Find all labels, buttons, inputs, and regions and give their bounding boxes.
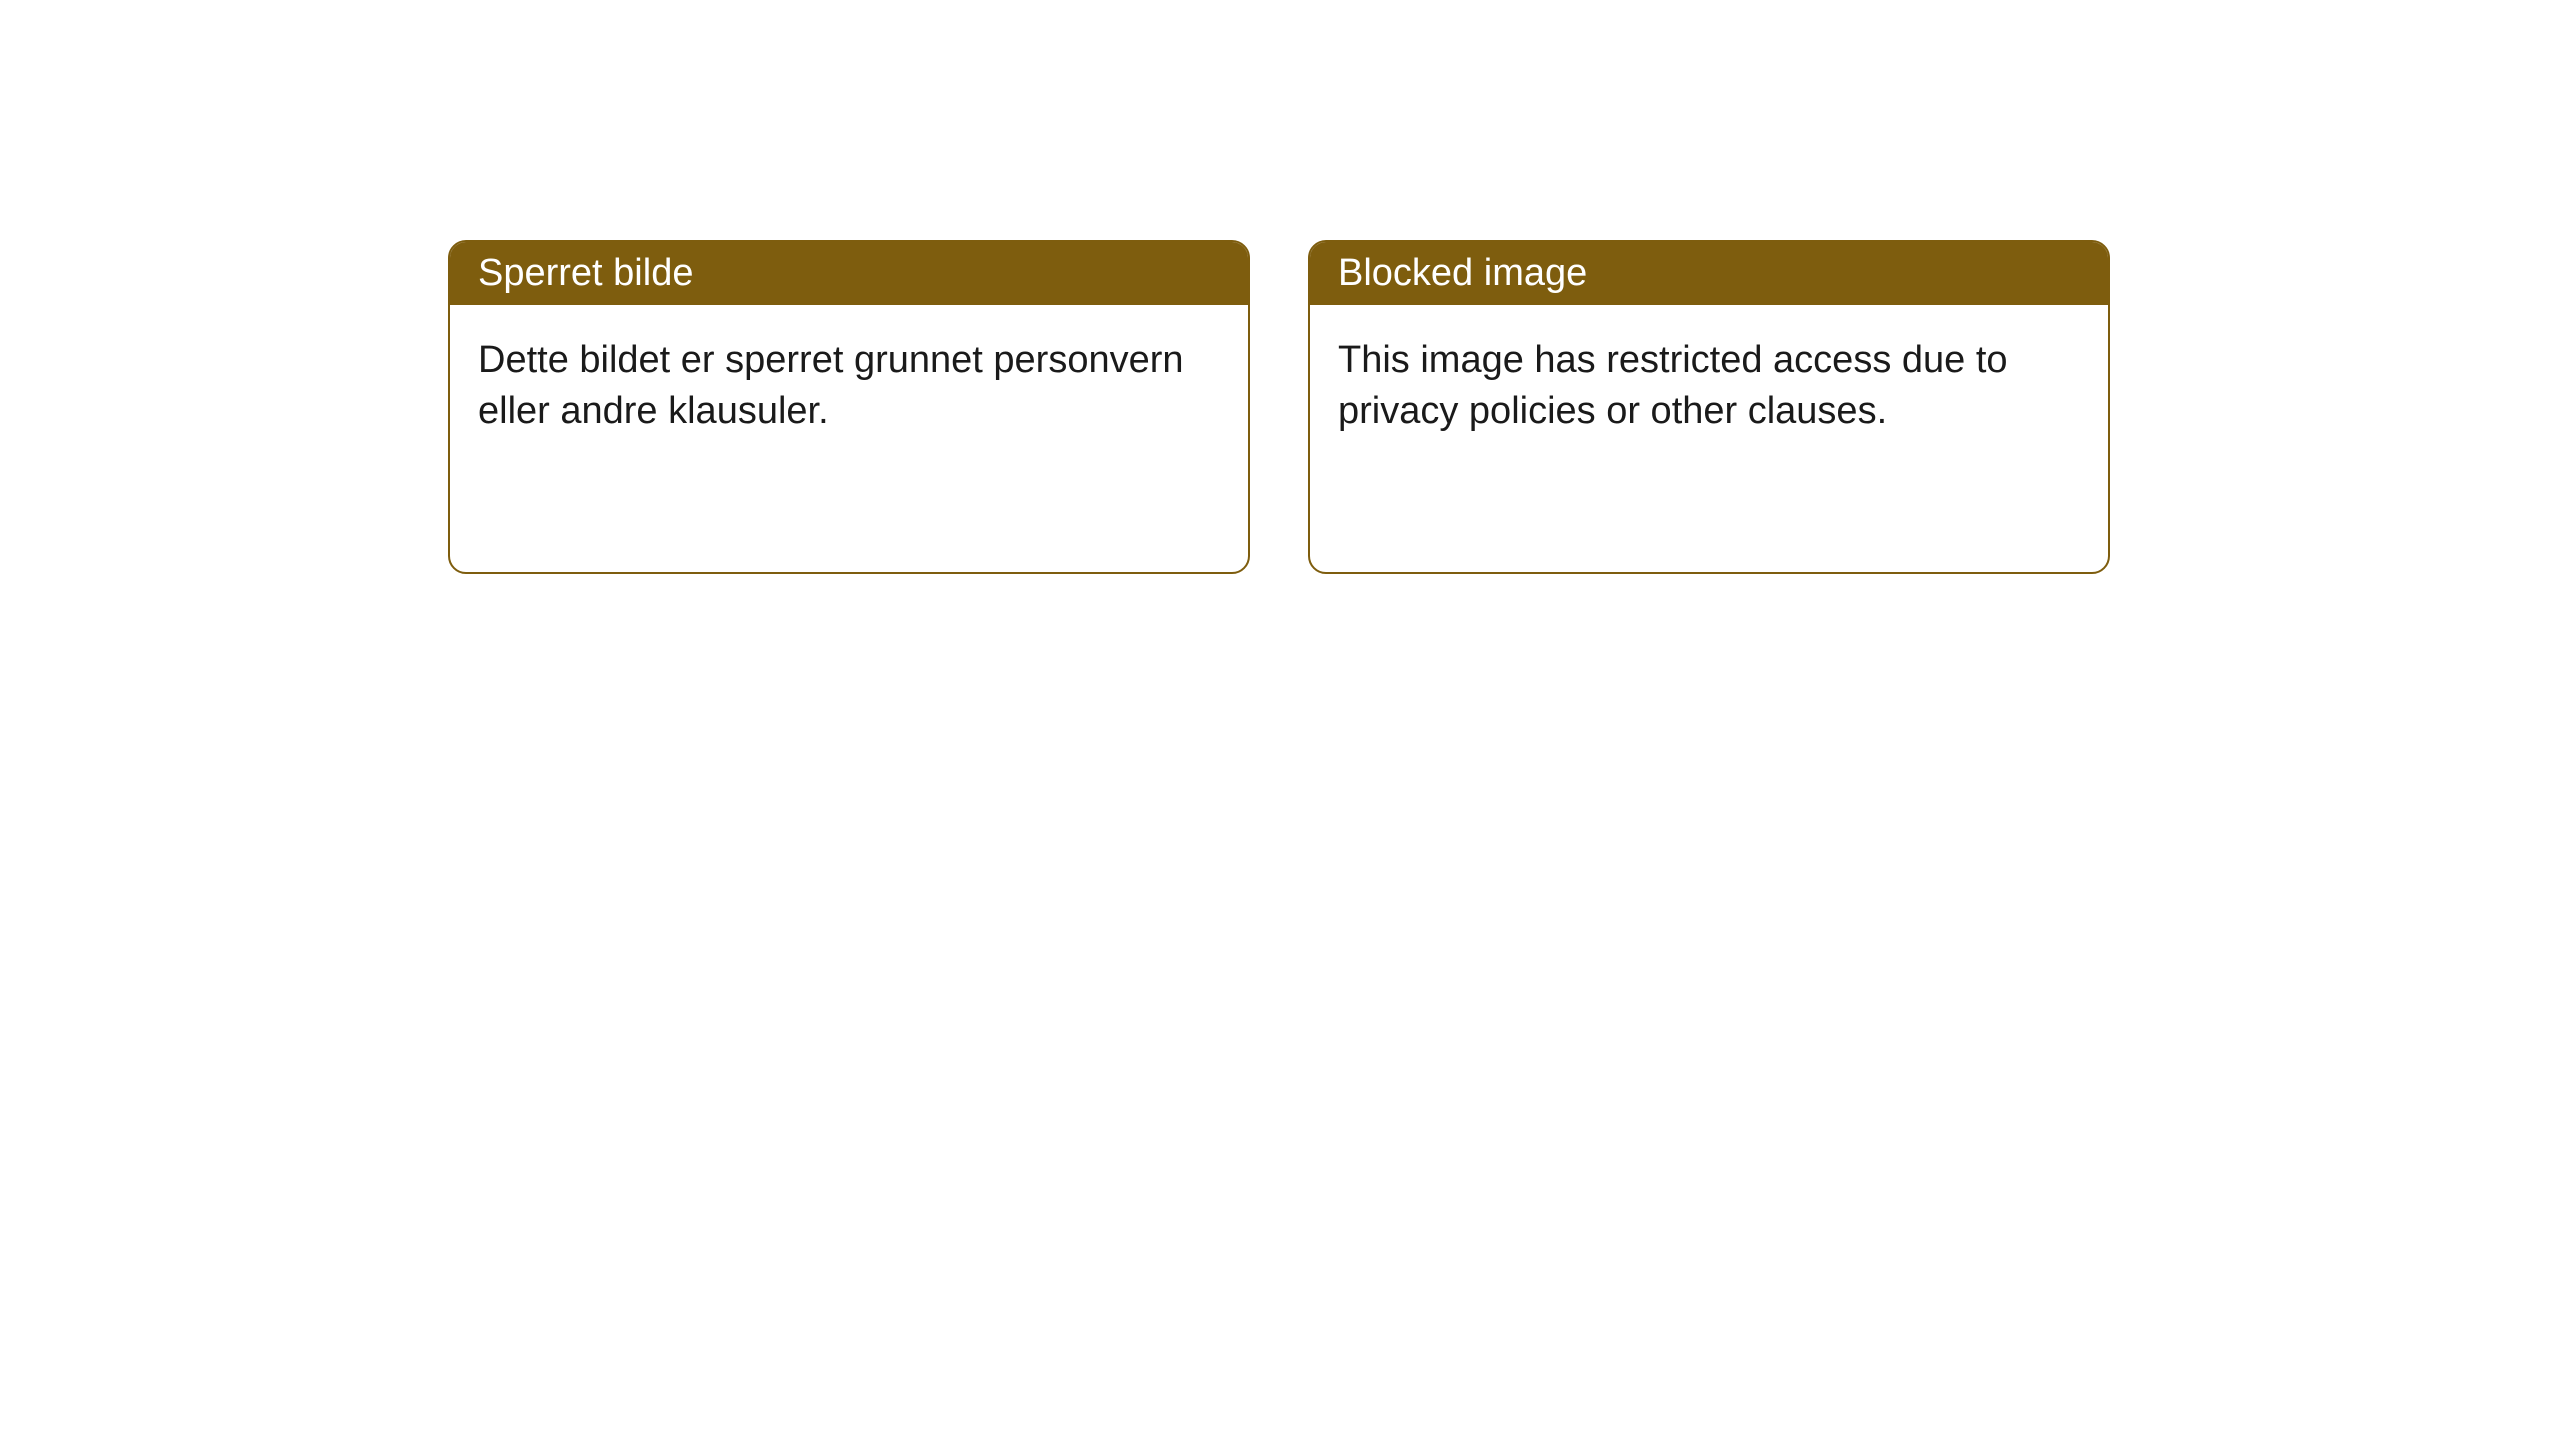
notice-card-english: Blocked image This image has restricted … <box>1308 240 2110 574</box>
notice-card-body: This image has restricted access due to … <box>1310 305 2108 468</box>
notice-card-norwegian: Sperret bilde Dette bildet er sperret gr… <box>448 240 1250 574</box>
notice-card-body: Dette bildet er sperret grunnet personve… <box>450 305 1248 468</box>
notice-card-title: Sperret bilde <box>450 242 1248 305</box>
notice-cards-container: Sperret bilde Dette bildet er sperret gr… <box>448 240 2110 574</box>
notice-card-title: Blocked image <box>1310 242 2108 305</box>
